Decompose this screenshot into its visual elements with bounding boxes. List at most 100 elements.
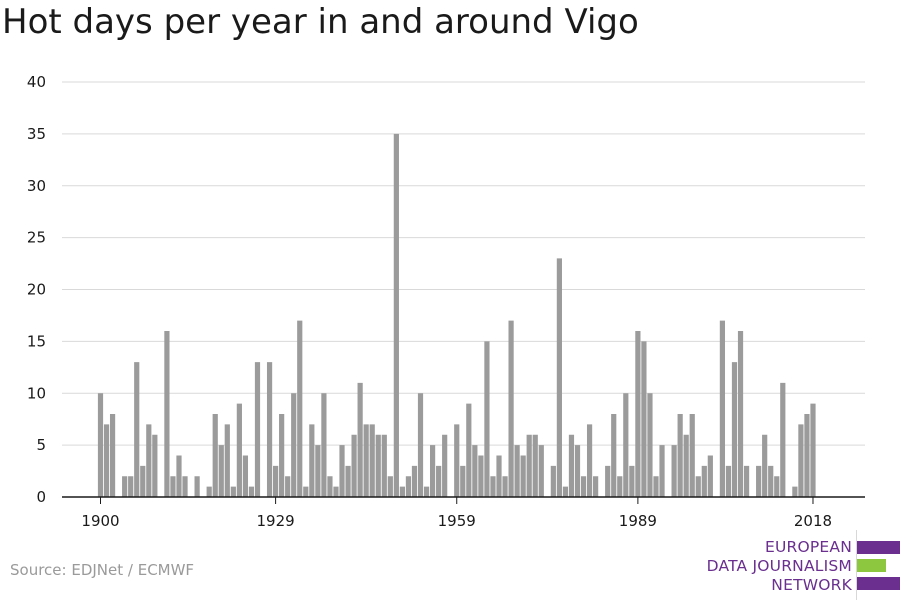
bar: [454, 424, 460, 497]
bar: [266, 362, 273, 497]
bar: [768, 465, 774, 497]
bar: [182, 476, 188, 497]
bar: [236, 403, 242, 497]
bar: [514, 445, 520, 497]
bar: [146, 424, 152, 497]
bar: [212, 414, 218, 497]
bars: [97, 133, 816, 497]
bar: [520, 455, 526, 497]
bar: [285, 476, 291, 497]
bar: [429, 445, 436, 497]
bar: [309, 424, 315, 497]
bar: [804, 414, 810, 497]
bar: [97, 393, 104, 497]
bar: [134, 362, 140, 497]
bar: [122, 476, 128, 497]
bar: [478, 455, 484, 497]
bar: [780, 382, 786, 497]
bar: [701, 465, 707, 497]
bar: [635, 331, 641, 497]
bar: [297, 320, 303, 497]
bar: [436, 465, 442, 497]
logo-bar-green: [857, 559, 886, 572]
bar: [206, 486, 212, 497]
x-tick-label: 1900: [81, 512, 119, 530]
bar: [689, 414, 695, 497]
bar: [647, 393, 653, 497]
y-tick-label: 25: [27, 229, 46, 247]
bar: [593, 476, 599, 497]
gridlines: [62, 81, 865, 446]
bar: [532, 434, 538, 497]
y-tick-label: 10: [27, 384, 46, 402]
x-tick-label: 1929: [257, 512, 295, 530]
bar: [303, 486, 309, 497]
bar: [387, 476, 393, 497]
bar: [399, 486, 405, 497]
y-tick-label: 40: [27, 73, 46, 91]
bar: [442, 434, 448, 497]
bar: [810, 403, 816, 497]
logo-bar-purple-bottom: [857, 577, 900, 590]
x-tick-label: 2018: [794, 512, 832, 530]
bar: [677, 414, 683, 497]
bar: [774, 476, 780, 497]
bar: [417, 393, 424, 497]
bar: [538, 445, 544, 497]
bar: [242, 455, 249, 497]
bar: [756, 465, 762, 497]
bar: [291, 393, 297, 497]
logo-bar-purple-top: [857, 541, 900, 554]
y-tick-label: 15: [27, 332, 46, 350]
x-tick-label: 1959: [438, 512, 476, 530]
bar: [623, 393, 629, 497]
bar: [490, 476, 496, 497]
bar: [574, 445, 581, 497]
bar: [556, 258, 562, 497]
bar: [339, 445, 345, 497]
bar: [176, 455, 182, 497]
bar: [254, 362, 261, 497]
bar: [273, 465, 279, 497]
bar: [170, 476, 176, 497]
logo-line-2: DATA JOURNALISM: [706, 557, 852, 575]
source-note: Source: EDJNet / ECMWF: [10, 561, 195, 579]
bar: [327, 476, 333, 497]
bar: [375, 434, 381, 497]
bar: [737, 331, 744, 497]
bar: [411, 465, 418, 497]
bar: [762, 434, 768, 497]
chart-title: Hot days per year in and around Vigo: [2, 2, 639, 42]
bar: [798, 424, 804, 497]
bar: [109, 414, 116, 497]
bar: [707, 455, 713, 497]
bar: [617, 476, 623, 497]
y-tick-label: 20: [27, 281, 46, 299]
y-tick-label: 0: [36, 488, 46, 506]
x-axis-ticks: 1900 1929 1959 1989 2018: [81, 497, 832, 530]
bar: [333, 486, 339, 497]
edjnet-logo: EUROPEAN DATA JOURNALISM NETWORK: [700, 530, 900, 600]
bar: [526, 434, 532, 497]
bar: [103, 424, 110, 497]
bar: [586, 424, 593, 497]
y-tick-label: 5: [36, 436, 46, 454]
bar: [128, 476, 134, 497]
bar: [568, 434, 575, 497]
bar: [671, 445, 677, 497]
bar: [218, 445, 224, 497]
bar: [629, 465, 635, 497]
bar: [460, 465, 466, 497]
bar: [484, 341, 490, 497]
bar: [580, 476, 587, 497]
bar: [472, 445, 478, 497]
bar: [164, 331, 170, 497]
bar: [743, 465, 750, 497]
bar: [351, 434, 357, 497]
y-axis-ticks: 0 5 10 15 20 25 30 35 40: [27, 73, 46, 506]
bar: [315, 445, 321, 497]
bar: [719, 320, 726, 497]
bar: [502, 476, 508, 497]
bar: [152, 434, 158, 497]
logo-line-1: EUROPEAN: [764, 538, 852, 556]
